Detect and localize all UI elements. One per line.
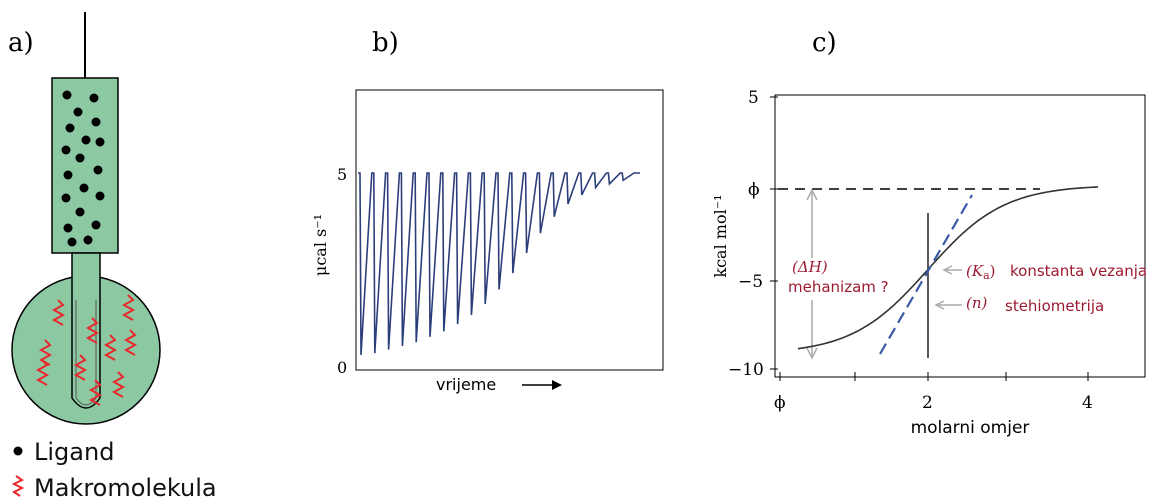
panel-c-n-pointer-head [934, 300, 945, 310]
panel-c-Ka-symbol: (Ka) [966, 262, 995, 282]
macromolecule-squiggle [73, 354, 88, 381]
macromolecule-squiggle [88, 379, 103, 406]
macromolecule-squiggle [103, 334, 118, 361]
ligand-dot [75, 153, 85, 163]
itc-instrument [11, 12, 161, 425]
ligand-dot [95, 137, 105, 147]
macromolecules [35, 294, 138, 406]
ligand-dot [91, 220, 101, 230]
panel-c-x-tick-2: 2 [922, 393, 933, 413]
panel-c-y-tick-0: ϕ [748, 180, 760, 200]
macromolecule-squiggle [123, 329, 138, 356]
panel-b-frame [355, 89, 664, 371]
panel-b-x-arrow-head [552, 380, 562, 390]
ligand-dot [61, 145, 71, 155]
panel-b-y-label: μcal s⁻¹ [311, 214, 330, 276]
ligand-dot [73, 107, 83, 117]
panel-c-x-label: molarni omjer [911, 418, 1030, 438]
syringe-barrel [51, 77, 119, 254]
panel-c-isotherm-curve [797, 186, 1099, 350]
panel-b-thermogram: 5 0 μcal s⁻¹ vrijeme [311, 89, 664, 394]
panel-c-dH-symbol: (ΔH) [792, 258, 828, 276]
legend-macromolecule-label: Makromolekula [34, 474, 217, 502]
panel-c-dH-label-bg [787, 258, 853, 300]
legend-ligand-dot [13, 446, 23, 456]
macromolecule-squiggle [121, 294, 136, 321]
panel-b-trace [358, 172, 640, 356]
ligand-dot [63, 170, 73, 180]
panel-c-Ka-pointer-head [942, 265, 953, 275]
ligand-dots [61, 90, 105, 247]
ligand-dot [81, 135, 91, 145]
panel-c-y-tick-5: 5 [748, 88, 759, 108]
panel-c-x-tick-4: 4 [1082, 393, 1093, 413]
legend-macromolecule-icon [11, 475, 25, 497]
ligand-dot [67, 237, 77, 247]
panel-c-x-tick-0: ϕ [774, 393, 786, 413]
panel-c-dH-text: mehanizam ? [788, 278, 889, 296]
ligand-dot [63, 223, 73, 233]
ligand-dot [93, 165, 103, 175]
panel-c-label: c) [812, 28, 837, 58]
syringe-needle [71, 252, 101, 409]
panel-a-label: a) [8, 28, 34, 58]
panel-c-fit-line [879, 194, 973, 355]
macromolecule-squiggle [51, 299, 66, 326]
panel-c-Ka-text: konstanta vezanja [1010, 262, 1147, 280]
panel-b-label: b) [372, 28, 399, 58]
legend: Ligand Makromolekula [11, 438, 217, 502]
panel-c-isotherm: 5 ϕ −5 −10 kcal mol⁻¹ ϕ 2 4 molarni omje… [711, 88, 1147, 438]
panel-c-frame [774, 94, 1146, 378]
panel-c-n-text: stehiometrija [1005, 297, 1104, 315]
panel-c-y-label: kcal mol⁻¹ [711, 194, 730, 277]
ligand-dot [79, 183, 89, 193]
panel-c-y-tick-m5: −5 [738, 272, 763, 292]
panel-c-n-symbol: (n) [966, 294, 988, 312]
ligand-dot [95, 191, 105, 201]
panel-b-x-label: vrijeme [436, 375, 496, 394]
ligand-dot [61, 193, 71, 203]
legend-ligand-label: Ligand [34, 438, 114, 466]
panel-b-y-tick-0: 0 [337, 358, 347, 377]
panel-b-y-tick-5: 5 [337, 165, 347, 184]
ligand-dot [65, 123, 75, 133]
ligand-dot [89, 93, 99, 103]
panel-c-y-tick-m10: −10 [728, 360, 764, 380]
ligand-dot [91, 117, 101, 127]
panel-c-dH-arrow-head-top [806, 188, 818, 201]
macromolecule-squiggle [35, 359, 50, 386]
macromolecule-squiggle [111, 371, 126, 398]
ligand-dot [83, 235, 93, 245]
ligand-dot [62, 90, 72, 100]
macromolecule-squiggle [85, 317, 100, 344]
panel-c-dH-arrow-head-bottom [806, 347, 818, 360]
ligand-dot [75, 207, 85, 217]
